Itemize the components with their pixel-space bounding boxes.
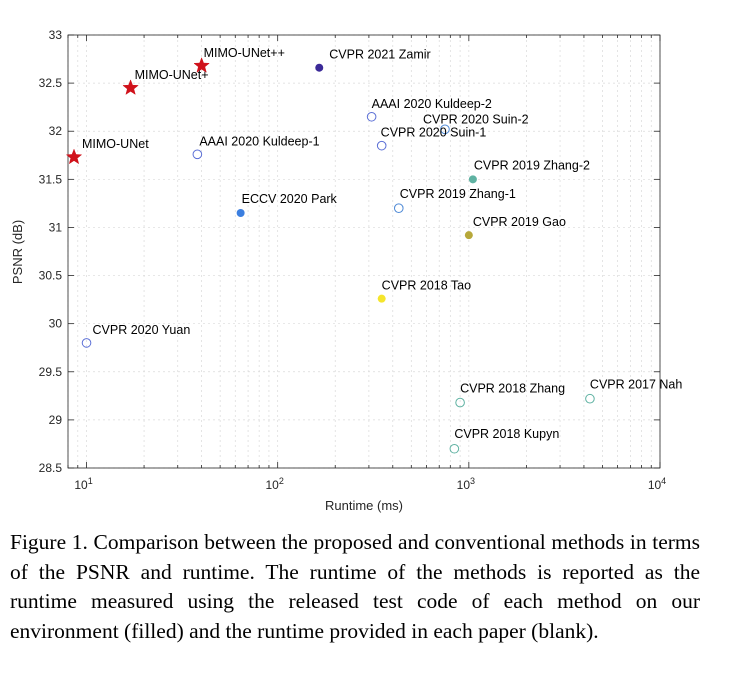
filled-marker bbox=[468, 175, 477, 184]
data-points bbox=[65, 57, 595, 454]
filled-marker bbox=[464, 231, 473, 240]
filled-marker bbox=[236, 209, 245, 218]
star-marker bbox=[65, 148, 83, 165]
axis-ticks: 28.5 29 29.5 30 30.5 31 31.5 32 32.5 33 101 102 103 1… bbox=[39, 28, 667, 492]
point-label: CVPR 2018 Zhang bbox=[460, 382, 565, 396]
point-label: CVPR 2018 Kupyn bbox=[454, 427, 559, 441]
x-tick-label: 103 bbox=[457, 476, 475, 492]
open-marker bbox=[393, 203, 404, 213]
point-label: CVPR 2020 Suin-1 bbox=[381, 126, 487, 140]
point-label: ECCV 2020 Park bbox=[242, 192, 338, 206]
open-marker bbox=[455, 397, 465, 408]
plot-frame bbox=[67, 34, 661, 469]
open-marker bbox=[366, 111, 377, 122]
point-label: CVPR 2019 Zhang-2 bbox=[474, 158, 590, 172]
star-marker bbox=[193, 57, 210, 73]
point-label: CVPR 2020 Yuan bbox=[93, 323, 191, 337]
y-tick-label: 29.5 bbox=[39, 365, 63, 379]
point-label: MIMO-UNet++ bbox=[204, 46, 285, 60]
filled-marker bbox=[377, 294, 386, 303]
point-labels: MIMO-UNet MIMO-UNet+ MIMO-UNet++ CVPR 2021 … bbox=[82, 46, 682, 441]
y-tick-label: 31.5 bbox=[39, 172, 63, 186]
x-tick-label: 104 bbox=[648, 476, 666, 492]
y-axis-label: PSNR (dB) bbox=[10, 220, 25, 284]
point-label: MIMO-UNet bbox=[82, 137, 149, 151]
y-tick-label: 29 bbox=[49, 413, 63, 427]
star-marker bbox=[122, 79, 139, 95]
point-label: AAAI 2020 Kuldeep-1 bbox=[199, 134, 319, 148]
point-label: AAAI 2020 Kuldeep-2 bbox=[372, 97, 492, 111]
point-label: CVPR 2021 Zamir bbox=[329, 48, 430, 62]
x-tick-label: 101 bbox=[74, 476, 92, 492]
point-label: CVPR 2017 Nah bbox=[590, 378, 682, 392]
open-marker bbox=[440, 124, 450, 135]
y-tick-label: 30 bbox=[49, 317, 63, 331]
y-tick-label: 33 bbox=[49, 28, 63, 42]
open-marker bbox=[449, 443, 460, 454]
point-label: CVPR 2019 Zhang-1 bbox=[400, 187, 516, 201]
open-marker bbox=[81, 338, 92, 348]
y-tick-label: 32.5 bbox=[39, 76, 63, 90]
y-tick-label: 30.5 bbox=[39, 269, 63, 283]
open-marker bbox=[376, 140, 387, 151]
x-axis-label: Runtime (ms) bbox=[325, 498, 403, 513]
point-label: CVPR 2018 Tao bbox=[382, 279, 471, 293]
grid-lines bbox=[67, 34, 661, 469]
figure-caption: Figure 1. Comparison between the propose… bbox=[10, 530, 700, 643]
open-marker bbox=[192, 149, 203, 160]
point-label: CVPR 2020 Suin-2 bbox=[423, 112, 529, 126]
y-tick-label: 31 bbox=[49, 220, 63, 234]
point-label: MIMO-UNet+ bbox=[135, 68, 209, 82]
y-tick-label: 32 bbox=[49, 124, 63, 138]
point-label: CVPR 2019 Gao bbox=[473, 215, 566, 229]
x-tick-label: 102 bbox=[265, 476, 283, 492]
y-tick-label: 28.5 bbox=[39, 461, 63, 475]
filled-marker bbox=[315, 63, 324, 72]
scatter-chart: 28.5 29 29.5 30 30.5 31 31.5 32 32.5 33 101 102 103 1… bbox=[10, 28, 682, 513]
open-marker bbox=[585, 393, 595, 404]
